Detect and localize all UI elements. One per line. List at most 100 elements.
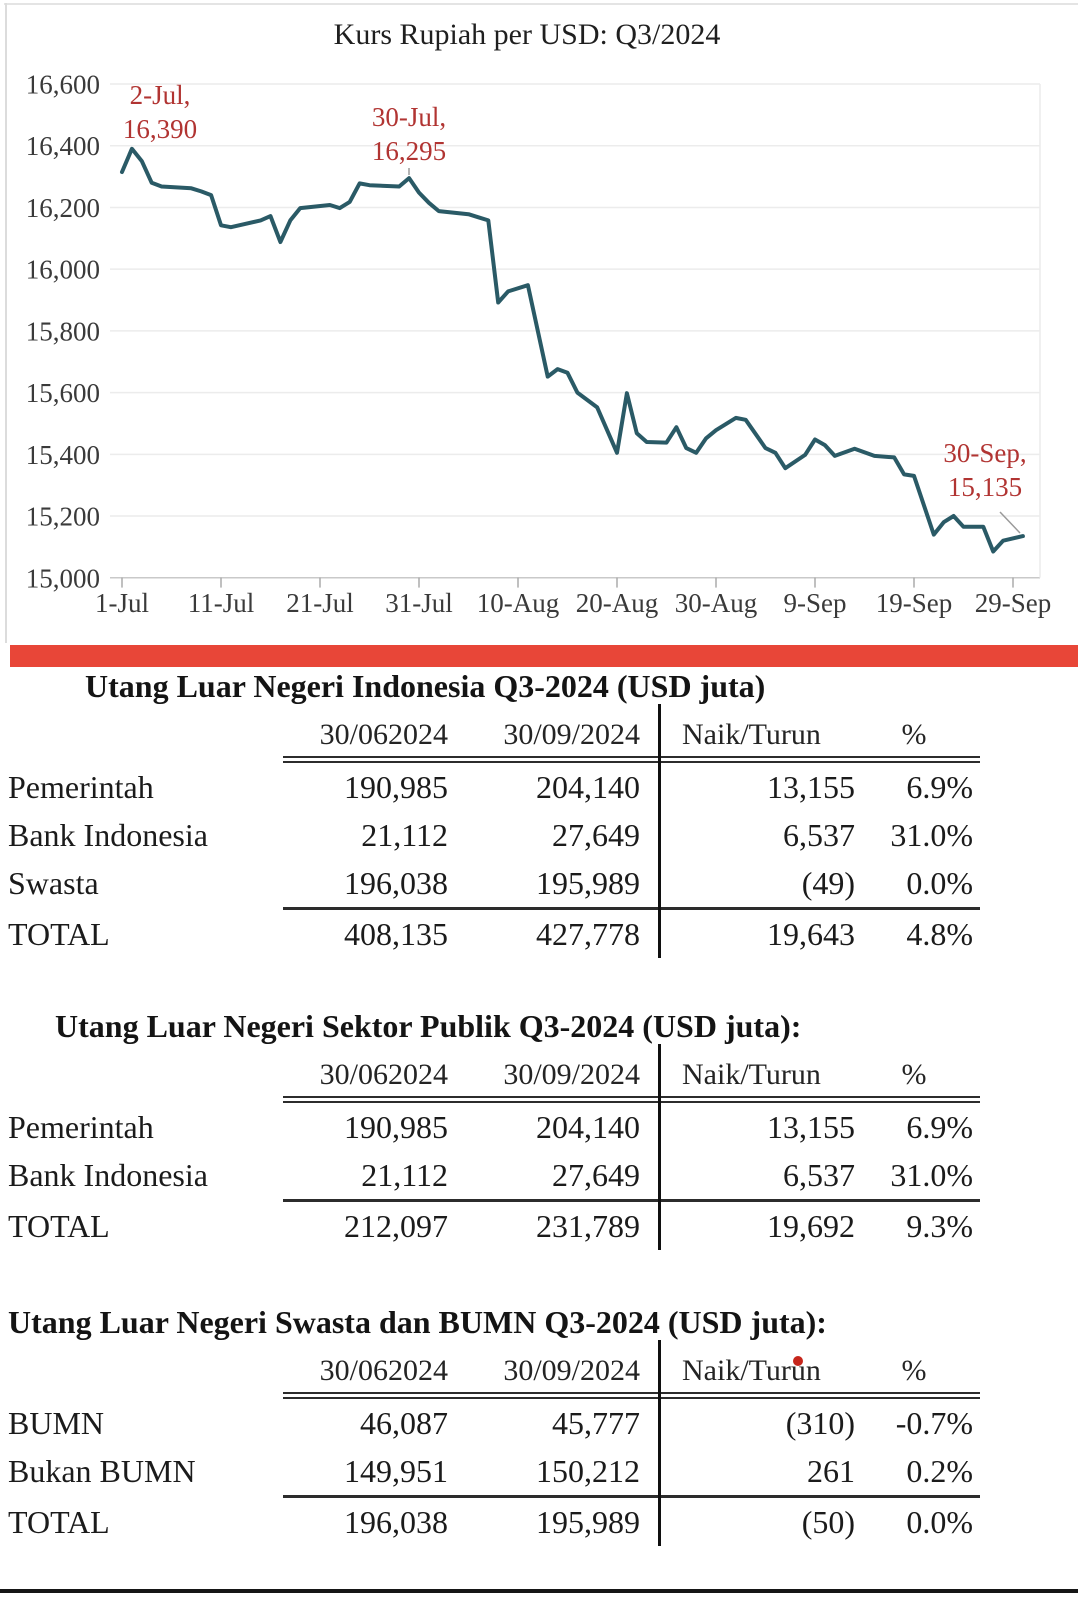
debt-table-indonesia: 30/062024 30/09/2024 Naik/Turun% Pemerintah…	[8, 704, 998, 958]
table-cell: 19,692	[767, 1208, 855, 1244]
table-cell: 261	[807, 1453, 855, 1489]
y-axis-tick-label: 15,200	[26, 502, 100, 532]
debt-table-swasta-bumn: 30/062024 30/09/2024 Naik/Turun% BUMN 46,087…	[8, 1340, 998, 1546]
header-double-underline	[283, 1096, 980, 1103]
data-point-annotation: 30-Jul,	[372, 102, 446, 132]
y-axis-tick-label: 16,000	[26, 255, 100, 285]
column-header: 30/09/2024	[503, 1058, 640, 1091]
table-cell: 13,155	[767, 769, 855, 805]
column-header: Naik/Turun	[682, 1354, 821, 1387]
column-spacer	[8, 1044, 298, 1106]
row-label: BUMN	[8, 1405, 105, 1441]
x-axis-tick-label: 19-Sep	[876, 588, 953, 618]
table-cell: 190,985	[344, 769, 448, 805]
data-point-annotation: 16,390	[123, 114, 197, 144]
table-cell: 195,989	[536, 865, 640, 901]
table-cell: 27,649	[552, 1157, 640, 1193]
table-cell: 6,537	[783, 1157, 855, 1193]
data-point-annotation: 16,295	[372, 136, 446, 166]
table-cell: (49)	[801, 865, 855, 901]
table-row: TOTAL 212,097 231,789 19,692 9.3%	[8, 1202, 998, 1250]
table-cell: 0.0%	[906, 865, 973, 901]
table-row: TOTAL 408,135 427,778 19,643 4.8%	[8, 910, 998, 958]
table-section-swasta-bumn: Utang Luar Negeri Swasta dan BUMN Q3-202…	[0, 1304, 1078, 1546]
table-cell: 212,097	[344, 1208, 448, 1244]
table-section-sektor-publik: Utang Luar Negeri Sektor Publik Q3-2024 …	[0, 1008, 1078, 1250]
table-cell: 31.0%	[890, 817, 973, 853]
table-row: Bukan BUMN 149,951 150,212 261 0.2%	[8, 1447, 998, 1495]
table-section-indonesia: Utang Luar Negeri Indonesia Q3-2024 (USD…	[0, 668, 1078, 958]
y-axis-tick-label: 16,600	[26, 70, 100, 100]
table-header-row: 30/062024 30/09/2024 Naik/Turun%	[8, 1340, 998, 1392]
table-cell: 21,112	[361, 1157, 448, 1193]
table-cell: 4.8%	[906, 916, 973, 952]
column-header: %	[901, 718, 927, 751]
table-cell: 408,135	[344, 916, 448, 952]
table-column-divider	[658, 1340, 661, 1546]
exchange-rate-line-chart: 15,000 15,200 15,400 15,600 15,800 16,000 16,2…	[26, 18, 1052, 618]
table-cell: 195,989	[536, 1504, 640, 1540]
red-dot-artifact	[793, 1356, 803, 1366]
table-cell: 6.9%	[906, 1109, 973, 1145]
total-separator-line	[283, 907, 980, 910]
table-cell: 0.2%	[906, 1453, 973, 1489]
row-label: Bank Indonesia	[8, 817, 208, 853]
row-label: Pemerintah	[8, 769, 154, 805]
table-cell: (310)	[785, 1405, 855, 1441]
table-row: Pemerintah 190,985 204,140 13,155 6.9%	[8, 1103, 998, 1151]
x-axis-tick-label: 10-Aug	[477, 588, 560, 618]
table-column-divider	[658, 704, 661, 958]
y-axis-tick-label: 15,800	[26, 316, 100, 346]
x-axis-tick-label: 29-Sep	[975, 588, 1052, 618]
table-cell: 150,212	[536, 1453, 640, 1489]
table-title: Utang Luar Negeri Sektor Publik Q3-2024 …	[55, 1008, 802, 1044]
table-title: Utang Luar Negeri Indonesia Q3-2024 (USD…	[85, 668, 766, 704]
rate-line	[120, 146, 1025, 554]
x-axis-tick-label: 1-Jul	[95, 588, 149, 618]
table-cell: 21,112	[361, 817, 448, 853]
column-header: %	[901, 1058, 927, 1091]
column-header: %	[901, 1354, 927, 1387]
x-axis-tick-label: 11-Jul	[188, 588, 255, 618]
table-cell: 427,778	[536, 916, 640, 952]
y-axis-tick-label: 15,600	[26, 378, 100, 408]
row-label: Swasta	[8, 865, 99, 901]
column-header: 30/062024	[319, 718, 448, 751]
total-separator-line	[283, 1495, 980, 1498]
table-header-row: 30/062024 30/09/2024 Naik/Turun%	[8, 704, 998, 756]
table-header-row: 30/062024 30/09/2024 Naik/Turun%	[8, 1044, 998, 1096]
table-cell: 231,789	[536, 1208, 640, 1244]
chart-title: Kurs Rupiah per USD: Q3/2024	[334, 18, 721, 51]
column-header: 30/09/2024	[503, 718, 640, 751]
separator-bar	[10, 645, 1078, 667]
column-header: Naik/Turun	[682, 718, 821, 751]
table-title: Utang Luar Negeri Swasta dan BUMN Q3-202…	[8, 1304, 827, 1340]
header-double-underline	[283, 756, 980, 763]
table-cell: 190,985	[344, 1109, 448, 1145]
table-cell: 204,140	[536, 769, 640, 805]
table-cell: 0.0%	[906, 1504, 973, 1540]
table-row: Swasta 196,038 195,989 (49) 0.0%	[8, 859, 998, 907]
table-cell: 6,537	[783, 817, 855, 853]
row-label: Bukan BUMN	[8, 1453, 196, 1489]
table-row: Bank Indonesia 21,112 27,649 6,537 31.0%	[8, 811, 998, 859]
row-label: TOTAL	[8, 1504, 110, 1540]
table-row: BUMN 46,087 45,777 (310) -0.7%	[8, 1399, 998, 1447]
x-axis-tick-label: 30-Aug	[675, 588, 758, 618]
column-header: 30/09/2024	[503, 1354, 640, 1387]
table-row: Bank Indonesia 21,112 27,649 6,537 31.0%	[8, 1151, 998, 1199]
data-point-annotation: 2-Jul,	[130, 80, 191, 110]
table-cell: 149,951	[344, 1453, 448, 1489]
table-cell: 31.0%	[890, 1157, 973, 1193]
table-cell: 196,038	[344, 865, 448, 901]
table-cell: 6.9%	[906, 769, 973, 805]
row-label: TOTAL	[8, 1208, 110, 1244]
table-row: TOTAL 196,038 195,989 (50) 0.0%	[8, 1498, 998, 1546]
column-spacer	[8, 1340, 298, 1402]
bottom-rule	[0, 1589, 1078, 1593]
column-spacer	[8, 704, 298, 766]
y-axis-tick-label: 15,400	[26, 440, 100, 470]
row-label: TOTAL	[8, 916, 110, 952]
data-point-annotation: 30-Sep,	[943, 438, 1026, 468]
